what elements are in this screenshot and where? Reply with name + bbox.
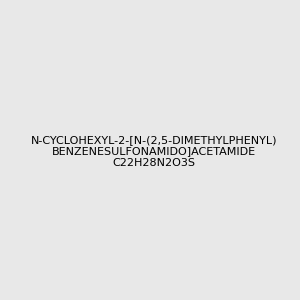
Text: N-CYCLOHEXYL-2-[N-(2,5-DIMETHYLPHENYL)
BENZENESULFONAMIDO]ACETAMIDE
C22H28N2O3S: N-CYCLOHEXYL-2-[N-(2,5-DIMETHYLPHENYL) B…	[31, 135, 277, 168]
